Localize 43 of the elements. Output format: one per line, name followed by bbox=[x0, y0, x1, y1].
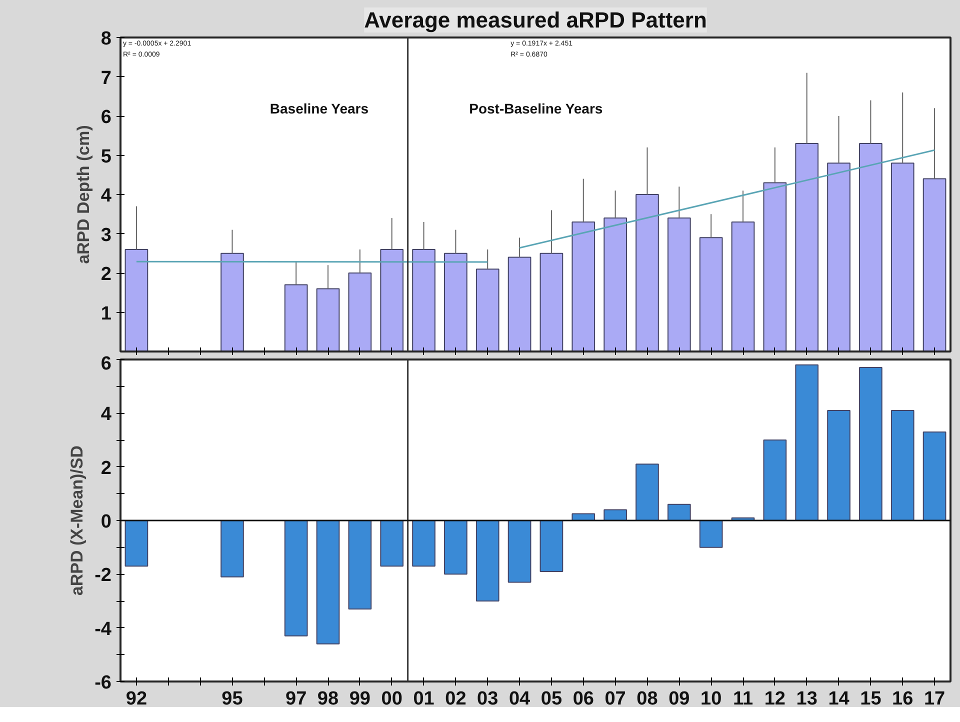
y-tick-label: 1 bbox=[100, 303, 112, 324]
x-tick-label: 08 bbox=[636, 688, 658, 710]
y-axis-title: aRPD Depth (cm) bbox=[74, 125, 93, 264]
y-tick-label: -4 bbox=[94, 618, 112, 640]
x-tick-label: 15 bbox=[860, 688, 882, 710]
x-tick-label: 98 bbox=[317, 688, 339, 710]
x-tick-label: 11 bbox=[732, 688, 754, 710]
x-tick-label: 02 bbox=[445, 688, 466, 710]
y-tick-label: 5 bbox=[100, 146, 112, 168]
y-axis-title: aRPD (X-Mean)/SD bbox=[68, 445, 87, 596]
x-tick-label: 04 bbox=[508, 688, 531, 710]
x-tick-label: 14 bbox=[828, 688, 850, 710]
x-tick-label: 97 bbox=[286, 688, 307, 710]
y-tick-label: 8 bbox=[100, 28, 112, 50]
chart-title: Average measured aRPD Pattern bbox=[364, 8, 707, 32]
y-tick-label: 2 bbox=[100, 458, 112, 479]
y-tick-label: 4 bbox=[100, 404, 112, 426]
x-tick-label: 16 bbox=[892, 688, 914, 710]
annotation: Post-Baseline Years bbox=[469, 100, 603, 116]
x-tick-label: 06 bbox=[572, 688, 594, 710]
x-tick-label: 12 bbox=[764, 688, 786, 710]
x-tick-label: 92 bbox=[126, 688, 148, 710]
annotation: Baseline Years bbox=[270, 100, 369, 116]
x-tick-label: 13 bbox=[796, 688, 818, 710]
y-tick-label: 4 bbox=[100, 186, 112, 206]
x-tick-label: 09 bbox=[668, 688, 690, 710]
x-tick-label: 00 bbox=[381, 688, 402, 710]
x-tick-label: 07 bbox=[604, 688, 626, 710]
y-tick-label: 7 bbox=[100, 68, 112, 89]
y-tick-label: 3 bbox=[100, 224, 112, 246]
x-tick-label: 99 bbox=[349, 688, 370, 710]
x-tick-label: 95 bbox=[222, 688, 244, 710]
y-tick-label: 6 bbox=[100, 107, 112, 128]
y-tick-label: 2 bbox=[100, 264, 112, 285]
x-tick-label: 10 bbox=[700, 688, 722, 710]
y-tick-label: -6 bbox=[94, 672, 112, 694]
y-tick-label: 0 bbox=[100, 512, 112, 532]
x-tick-label: 05 bbox=[540, 688, 562, 710]
y-tick-label: 6 bbox=[100, 354, 112, 374]
x-tick-label: 03 bbox=[477, 688, 498, 710]
y-tick-label: -2 bbox=[94, 565, 112, 586]
x-tick-label: 17 bbox=[924, 688, 946, 710]
x-tick-label: 01 bbox=[413, 688, 435, 710]
